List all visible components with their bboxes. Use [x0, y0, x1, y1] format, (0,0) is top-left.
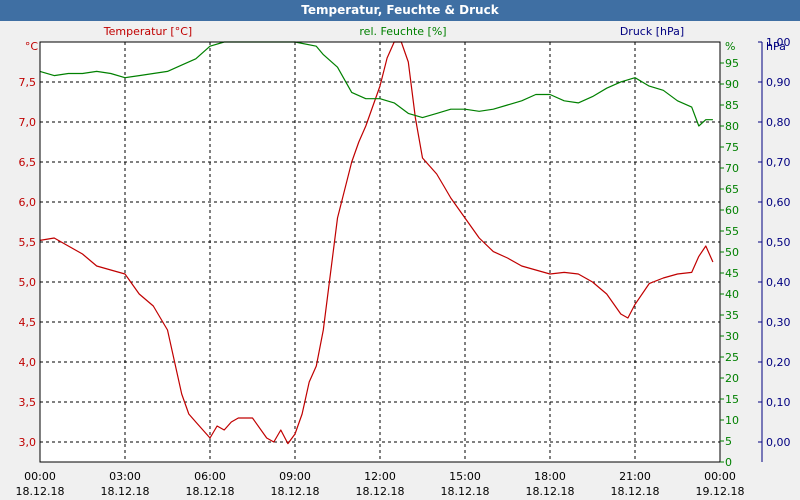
- humidity-series-line: [39, 41, 713, 127]
- humidity-tick-label: 35: [725, 309, 739, 322]
- humidity-tick-label: 65: [725, 183, 739, 196]
- tick-labels: 00:00 18.12.18 03:00 18.12.18 06:00 18.12.18 0…: [16, 36, 791, 498]
- temperature-tick-label: 4,0: [19, 356, 37, 369]
- pressure-tick-label: 1,00: [766, 36, 791, 49]
- temperature-tick-label: 5,5: [19, 236, 37, 249]
- temperature-tick-label: 7,5: [19, 76, 37, 89]
- x-tick-time: 00:00: [704, 470, 736, 483]
- pressure-tick-label: 0,10: [766, 396, 791, 409]
- temperature-tick-label: 7,0: [19, 116, 37, 129]
- pressure-axis-title: Druck [hPa]: [620, 25, 684, 38]
- temperature-tick-label: 3,5: [19, 396, 37, 409]
- x-tick-date: 18.12.18: [356, 485, 405, 498]
- humidity-unit-label: %: [725, 40, 735, 53]
- humidity-tick-label: 40: [725, 288, 739, 301]
- chart-title: Temperatur, Feuchte & Druck: [301, 3, 499, 17]
- x-tick-time: 09:00: [279, 470, 311, 483]
- humidity-tick-label: 0: [725, 456, 732, 469]
- humidity-tick-label: 55: [725, 225, 739, 238]
- humidity-tick-label: 70: [725, 162, 739, 175]
- x-tick-date: 18.12.18: [526, 485, 575, 498]
- humidity-tick-label: 45: [725, 267, 739, 280]
- x-tick-date: 18.12.18: [271, 485, 320, 498]
- pressure-tick-label: 0,20: [766, 356, 791, 369]
- humidity-tick-label: 25: [725, 351, 739, 364]
- humidity-tick-label: 95: [725, 57, 739, 70]
- humidity-tick-label: 15: [725, 393, 739, 406]
- pressure-tick-label: 0,00: [766, 436, 791, 449]
- x-tick-time: 12:00: [364, 470, 396, 483]
- x-tick-time: 00:00: [24, 470, 56, 483]
- temperature-tick-label: 6,0: [19, 196, 37, 209]
- x-tick-time: 18:00: [534, 470, 566, 483]
- x-tick-date: 18.12.18: [441, 485, 490, 498]
- humidity-tick-label: 5: [725, 435, 732, 448]
- pressure-tick-label: 0,50: [766, 236, 791, 249]
- humidity-tick-label: 75: [725, 141, 739, 154]
- humidity-tick-label: 20: [725, 372, 739, 385]
- x-tick-date: 19.12.18: [696, 485, 745, 498]
- pressure-tick-label: 0,70: [766, 156, 791, 169]
- pressure-tick-label: 0,40: [766, 276, 791, 289]
- x-tick-date: 18.12.18: [101, 485, 150, 498]
- humidity-tick-label: 60: [725, 204, 739, 217]
- temperature-unit-label: °C: [25, 40, 39, 53]
- pressure-tick-label: 0,80: [766, 116, 791, 129]
- humidity-axis-title: rel. Feuchte [%]: [359, 25, 446, 38]
- x-tick-date: 18.12.18: [186, 485, 235, 498]
- temperature-axis-title: Temperatur [°C]: [103, 25, 192, 38]
- temperature-tick-label: 3,0: [19, 436, 37, 449]
- temperature-tick-label: 4,5: [19, 316, 37, 329]
- x-tick-time: 15:00: [449, 470, 481, 483]
- humidity-tick-label: 80: [725, 120, 739, 133]
- x-tick-time: 03:00: [109, 470, 141, 483]
- temperature-tick-label: 5,0: [19, 276, 37, 289]
- x-tick-time: 21:00: [619, 470, 651, 483]
- humidity-tick-label: 50: [725, 246, 739, 259]
- pressure-tick-label: 0,90: [766, 76, 791, 89]
- temperature-series-line: [39, 41, 714, 445]
- x-tick-date: 18.12.18: [16, 485, 65, 498]
- temperature-tick-label: 6,5: [19, 156, 37, 169]
- x-tick-time: 06:00: [194, 470, 226, 483]
- humidity-tick-label: 10: [725, 414, 739, 427]
- series-layer: [39, 41, 714, 445]
- x-tick-date: 18.12.18: [611, 485, 660, 498]
- title-bar: [0, 0, 800, 21]
- humidity-tick-label: 90: [725, 78, 739, 91]
- pressure-tick-label: 0,60: [766, 196, 791, 209]
- axis-labels: Temperatur [°C] rel. Feuchte [%] Druck […: [25, 25, 786, 53]
- pressure-unit-label: hPa: [766, 40, 786, 53]
- grid: [40, 42, 720, 462]
- humidity-tick-label: 85: [725, 99, 739, 112]
- pressure-tick-label: 0,30: [766, 316, 791, 329]
- humidity-tick-label: 30: [725, 330, 739, 343]
